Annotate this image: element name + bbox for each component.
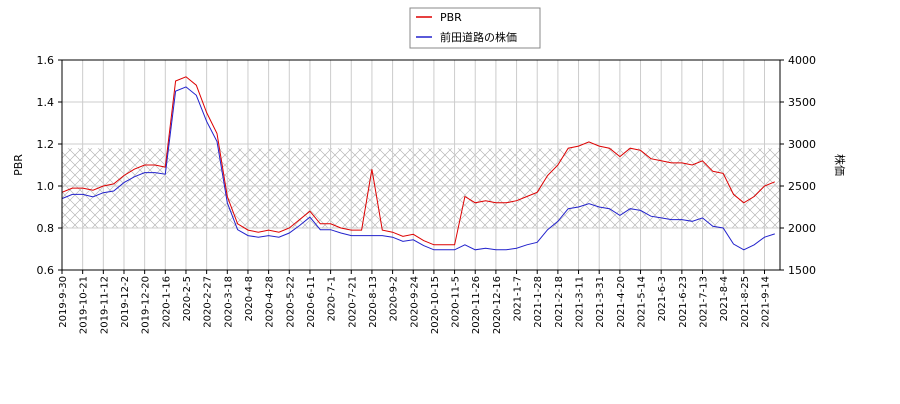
x-tick-label: 2020-9-2: [389, 276, 400, 321]
x-tick-label: 2020-7-21: [347, 276, 358, 328]
x-tick-label: 2021-6-3: [657, 276, 668, 321]
x-tick-label: 2021-1-7: [513, 276, 524, 321]
y-axis-label: PBR: [12, 154, 25, 176]
x-tick-label: 2020-11-26: [471, 276, 482, 334]
y-tick-label: 1.2: [37, 138, 55, 151]
x-tick-label: 2020-10-15: [430, 276, 441, 334]
x-tick-label: 2021-3-31: [595, 276, 606, 328]
x-tick-label: 2019-12-20: [141, 276, 152, 334]
y2-tick-label: 2500: [788, 180, 816, 193]
y-tick-label: 0.6: [37, 264, 55, 277]
x-tick-label: 2021-6-23: [678, 276, 689, 328]
y2-tick-label: 4000: [788, 54, 816, 67]
y2-tick-label: 1500: [788, 264, 816, 277]
x-tick-label: 2020-6-11: [306, 276, 317, 328]
x-tick-label: 2021-8-4: [719, 276, 730, 321]
x-tick-label: 2020-5-22: [285, 276, 296, 328]
x-tick-label: 2020-7-1: [327, 276, 338, 321]
x-tick-label: 2020-4-8: [244, 276, 255, 321]
x-tick-label: 2019-9-30: [58, 276, 69, 328]
x-tick-label: 2019-12-2: [120, 276, 131, 328]
x-tick-label: 2020-8-13: [368, 276, 379, 328]
legend-label: PBR: [440, 11, 462, 24]
x-tick-label: 2020-3-18: [223, 276, 234, 328]
series-line: [61, 86, 775, 251]
legend: PBR 前田道路の株価: [409, 7, 541, 49]
x-tick-label: 2019-11-12: [99, 276, 110, 334]
x-tick-label: 2021-2-18: [554, 276, 565, 328]
y2-tick-label: 3500: [788, 96, 816, 109]
y2-tick-label: 3000: [788, 138, 816, 151]
x-tick-label: 2020-12-16: [492, 276, 503, 334]
x-tick-label: 2020-2-27: [203, 276, 214, 328]
x-tick-label: 2021-9-14: [761, 276, 772, 328]
x-tick-label: 2021-1-28: [533, 276, 544, 328]
y-tick-label: 1.6: [37, 54, 55, 67]
x-tick-label: 2021-8-25: [740, 276, 751, 328]
y2-tick-label: 2000: [788, 222, 816, 235]
plot-frame: [61, 59, 781, 271]
series-line: [61, 76, 775, 246]
x-tick-label: 2020-11-5: [451, 276, 462, 328]
x-tick-label: 2021-7-13: [699, 276, 710, 328]
x-tick-label: 2020-1-16: [161, 276, 172, 328]
x-tick-label: 2021-5-14: [637, 276, 648, 328]
y-tick-label: 1.0: [37, 180, 55, 193]
x-tick-label: 2020-9-24: [409, 276, 420, 328]
x-tick-label: 2021-4-20: [616, 276, 627, 328]
y2-axis-label: 株価: [833, 154, 847, 176]
legend-box: [409, 7, 541, 49]
shaded-band: [62, 148, 780, 228]
y-tick-label: 0.8: [37, 222, 55, 235]
y-tick-label: 1.4: [37, 96, 55, 109]
x-tick-label: 2019-10-21: [79, 276, 90, 334]
x-tick-label: 2021-3-11: [575, 276, 586, 328]
legend-label: 前田道路の株価: [440, 30, 517, 44]
x-tick-label: 2020-4-28: [265, 276, 276, 328]
x-tick-label: 2020-2-5: [182, 276, 193, 321]
